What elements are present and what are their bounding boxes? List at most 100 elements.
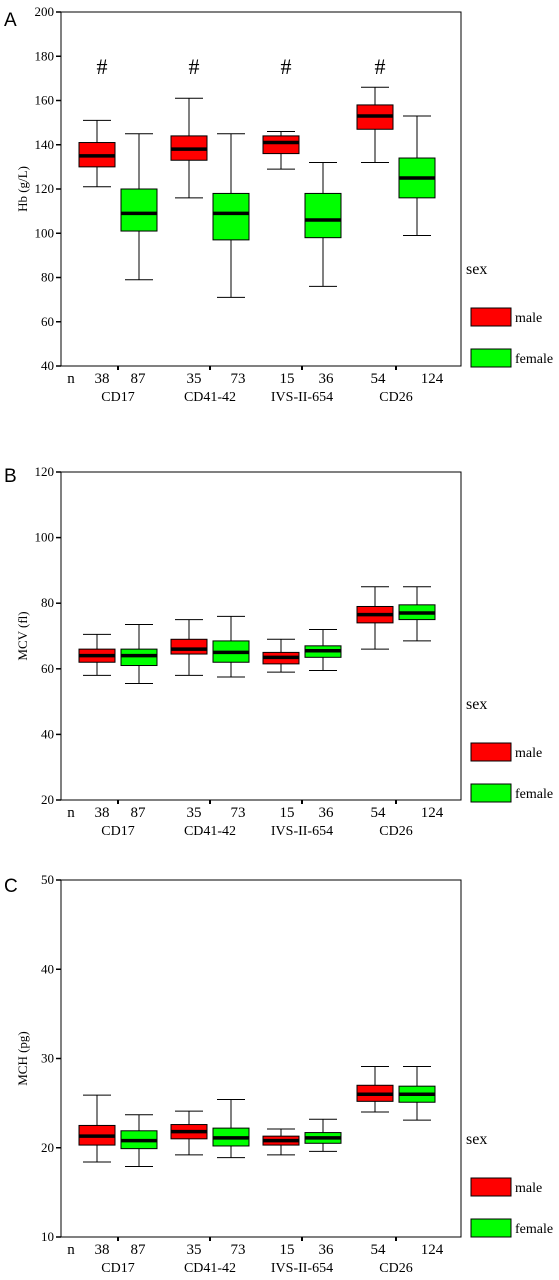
legend: sex male female	[466, 1131, 553, 1238]
y-tick-label: 40	[41, 358, 54, 373]
count-female: 124	[421, 371, 444, 387]
legend-swatch-male	[470, 742, 512, 762]
box-female-cd26	[398, 586, 436, 642]
count-male: 15	[280, 805, 295, 821]
box-male-cd26	[356, 586, 394, 650]
count-male: 35	[187, 805, 202, 821]
x-tick-label: CD17	[101, 824, 134, 839]
panel-letter: B	[4, 466, 17, 487]
panel-a: A 40 60 80 100 120 140 160 180 200 Hb (g/L) # # # # n 38…	[4, 4, 553, 405]
significance-mark: #	[281, 54, 292, 79]
legend-title: sex	[466, 696, 487, 713]
y-tick-label: 160	[35, 93, 55, 108]
panel-letter: C	[4, 876, 18, 897]
legend-label-male: male	[515, 1181, 542, 1196]
box-male-cd17	[78, 1094, 116, 1163]
box-male-cd41-42	[170, 1110, 208, 1156]
box-female-ivs-ii-654	[304, 1118, 342, 1152]
count-female: 73	[231, 371, 246, 387]
legend: sex male female	[466, 261, 553, 368]
legend-swatch-male	[470, 307, 512, 327]
significance-mark: #	[375, 54, 386, 79]
y-tick-label: 40	[41, 726, 54, 741]
count-male: 35	[187, 1242, 202, 1258]
legend-label-male: male	[515, 746, 542, 761]
x-tick-label: CD26	[379, 390, 412, 405]
count-female: 36	[319, 1242, 335, 1258]
count-male: 54	[371, 371, 387, 387]
count-female: 36	[319, 805, 335, 821]
x-tick-label: CD17	[101, 390, 134, 405]
count-female: 124	[421, 805, 444, 821]
legend-swatch-female	[470, 1218, 512, 1238]
count-female: 73	[231, 805, 246, 821]
panel-c: C 10 20 30 40 50 MCH (pg) n 38 35 15 54 87 73 36 124 CD1…	[4, 872, 553, 1276]
y-tick-label: 120	[35, 464, 55, 479]
count-male: 15	[280, 371, 295, 387]
count-male: 54	[371, 805, 387, 821]
count-female: 87	[131, 805, 147, 821]
plot-frame	[60, 471, 462, 801]
box-male-cd26	[356, 86, 394, 163]
legend-label-female: female	[515, 352, 553, 367]
box-female-ivs-ii-654	[304, 628, 342, 671]
box-male-cd17	[78, 633, 116, 676]
y-tick-label: 120	[35, 181, 55, 196]
y-axis-label: MCV (fl)	[15, 611, 30, 660]
box-iqr	[170, 638, 208, 655]
box-female-ivs-ii-654	[304, 161, 342, 287]
y-tick-label: 180	[35, 48, 55, 63]
plot-frame	[60, 879, 462, 1238]
box-male-cd41-42	[170, 619, 208, 676]
x-tick-label: IVS-II-654	[271, 390, 333, 405]
box-female-cd26	[398, 115, 436, 236]
x-tick-label: CD41-42	[184, 1261, 236, 1276]
count-male: 15	[280, 1242, 295, 1258]
box-female-cd41-42	[212, 1099, 250, 1159]
legend: sex male female	[466, 696, 553, 803]
x-tick-label: CD41-42	[184, 824, 236, 839]
y-tick-label: 80	[41, 595, 54, 610]
count-male: 38	[95, 1242, 110, 1258]
box-female-cd41-42	[212, 133, 250, 298]
y-tick-label: 40	[41, 961, 54, 976]
significance-mark: #	[189, 54, 200, 79]
y-tick-label: 200	[35, 4, 55, 19]
box-male-ivs-ii-654	[262, 130, 300, 170]
y-tick-label: 30	[41, 1051, 54, 1066]
y-tick-label: 100	[35, 225, 55, 240]
panel-letter: A	[4, 10, 17, 31]
box-female-cd41-42	[212, 615, 250, 678]
y-tick-label: 140	[35, 137, 55, 152]
box-male-cd17	[78, 119, 116, 188]
count-female: 36	[319, 371, 335, 387]
legend-label-female: female	[515, 1222, 553, 1237]
x-tick-label: CD26	[379, 1261, 412, 1276]
y-axis-label: Hb (g/L)	[15, 166, 30, 212]
x-tick-label: IVS-II-654	[271, 1261, 333, 1276]
x-tick-label: CD41-42	[184, 390, 236, 405]
y-tick-label: 60	[41, 661, 54, 676]
y-tick-label: 20	[41, 792, 54, 807]
count-female: 73	[231, 1242, 246, 1258]
count-male: 38	[95, 371, 110, 387]
count-male: 38	[95, 805, 110, 821]
x-tick-label: CD26	[379, 824, 412, 839]
box-female-cd17	[120, 133, 158, 281]
count-label: n	[67, 1242, 75, 1258]
count-label: n	[67, 371, 75, 387]
y-tick-label: 50	[41, 872, 54, 887]
y-tick-label: 20	[41, 1140, 54, 1155]
box-iqr	[262, 135, 300, 155]
box-iqr	[120, 188, 158, 232]
box-male-ivs-ii-654	[262, 638, 300, 673]
count-label: n	[67, 805, 75, 821]
x-tick-label: IVS-II-654	[271, 824, 333, 839]
box-male-cd41-42	[170, 97, 208, 199]
legend-label-male: male	[515, 311, 542, 326]
count-male: 35	[187, 371, 202, 387]
y-tick-label: 100	[35, 530, 55, 545]
box-female-cd26	[398, 1066, 436, 1121]
legend-title: sex	[466, 261, 487, 278]
